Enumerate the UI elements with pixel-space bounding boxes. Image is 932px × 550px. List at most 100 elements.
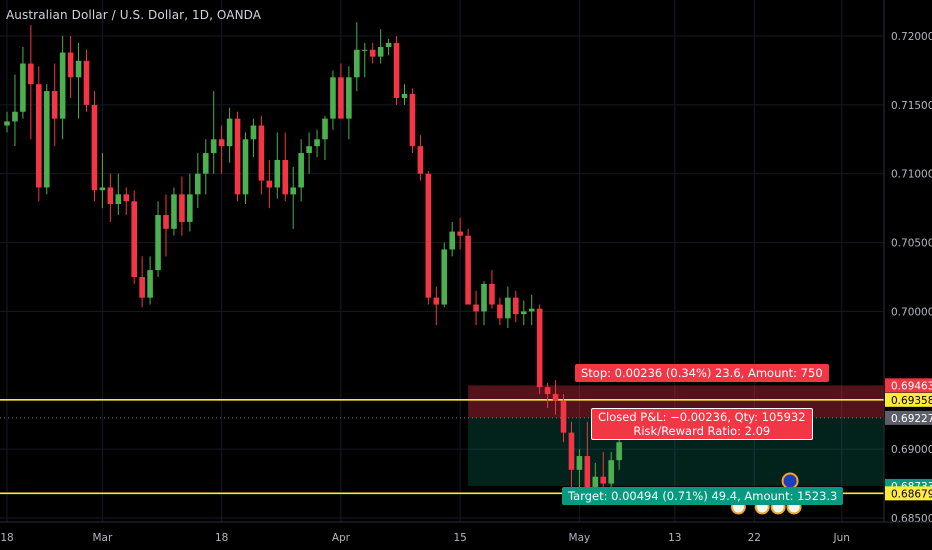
price-badge-label: 0.68679 bbox=[891, 488, 932, 500]
candle-body bbox=[12, 111, 18, 122]
candle-body bbox=[43, 91, 50, 188]
candle-body bbox=[608, 460, 614, 484]
candle-body bbox=[306, 146, 312, 154]
candle-body bbox=[274, 159, 281, 188]
candle-body bbox=[584, 456, 591, 491]
candle-body bbox=[513, 297, 519, 315]
x-tick-label: Mar bbox=[92, 532, 112, 544]
price-badge bbox=[885, 486, 932, 501]
candle-body bbox=[115, 194, 122, 205]
candle-body bbox=[520, 311, 527, 315]
candle-body bbox=[592, 476, 599, 491]
candle-body bbox=[489, 283, 495, 305]
candle-body bbox=[361, 49, 368, 51]
y-tick-label: 0.70500 bbox=[891, 238, 932, 250]
candle-body bbox=[202, 153, 209, 174]
candle-body bbox=[195, 173, 201, 195]
candle-body bbox=[441, 249, 448, 305]
candle-body bbox=[258, 125, 265, 181]
candle-body bbox=[83, 60, 90, 105]
candle-body bbox=[409, 93, 416, 147]
x-tick-label: 15 bbox=[453, 532, 466, 544]
candle-body bbox=[449, 231, 455, 250]
candle-body bbox=[123, 194, 130, 202]
price-badge-label: 0.69463 bbox=[891, 380, 932, 392]
candle-body bbox=[560, 400, 567, 433]
risk-reward-text: Risk/Reward Ratio: 2.09 bbox=[633, 424, 771, 438]
candle-body bbox=[465, 235, 471, 305]
candle-body bbox=[433, 297, 440, 305]
price-badge-label: 0.69358 bbox=[891, 395, 932, 407]
candle-body bbox=[131, 201, 137, 277]
y-tick-label: 0.70000 bbox=[891, 306, 932, 318]
price-badge bbox=[885, 378, 932, 393]
candle-body bbox=[139, 277, 145, 298]
candle-body bbox=[497, 304, 503, 319]
candle-body bbox=[282, 159, 289, 195]
price-badge bbox=[885, 410, 932, 425]
candle-body bbox=[171, 194, 177, 229]
candle-body bbox=[552, 394, 559, 401]
candle-body bbox=[234, 118, 241, 195]
candle-body bbox=[385, 42, 392, 48]
candle-body bbox=[99, 187, 106, 191]
candle-body bbox=[210, 139, 217, 154]
candle-body bbox=[393, 42, 400, 98]
candle-body bbox=[417, 146, 424, 174]
chart-title: Australian Dollar / U.S. Dollar, 1D, OAN… bbox=[6, 8, 262, 22]
candle-body bbox=[346, 77, 352, 119]
candle-body bbox=[330, 77, 336, 119]
candle-body bbox=[314, 139, 320, 147]
candle-body bbox=[354, 49, 360, 78]
candle-body bbox=[576, 456, 583, 470]
candle-body bbox=[322, 118, 328, 140]
y-tick-label: 0.71000 bbox=[891, 169, 932, 181]
price-badge bbox=[885, 392, 932, 407]
stop-label[interactable]: Stop: 0.00236 (0.34%) 23.6, Amount: 750 bbox=[575, 364, 829, 382]
x-tick-label: Apr bbox=[332, 532, 351, 544]
candle-body bbox=[290, 187, 296, 195]
price-axis-area bbox=[884, 0, 932, 550]
candle-body bbox=[369, 49, 376, 57]
candle-body bbox=[4, 121, 10, 126]
candle-body bbox=[457, 231, 463, 236]
x-tick-label: 13 bbox=[668, 532, 681, 544]
candle-body bbox=[473, 304, 479, 312]
x-tick-label: 18 bbox=[0, 532, 13, 544]
candle-body bbox=[163, 215, 169, 229]
closed-pnl-label[interactable]: Closed P&L: −0.00236, Qty: 105932 Risk/R… bbox=[591, 408, 813, 440]
candle-body bbox=[250, 125, 257, 140]
candle-body bbox=[20, 63, 26, 112]
candle-body bbox=[401, 93, 408, 98]
candle-body bbox=[147, 270, 153, 298]
candle-body bbox=[91, 104, 98, 191]
candle-body bbox=[481, 283, 487, 312]
price-badge-label: 0.69227 bbox=[891, 413, 932, 425]
candle-body bbox=[568, 432, 575, 470]
candle-body bbox=[179, 194, 185, 222]
candle-body bbox=[187, 194, 193, 222]
candle-body bbox=[75, 60, 82, 78]
x-tick-label: 22 bbox=[748, 532, 761, 544]
candle-body bbox=[67, 52, 74, 78]
candle-body bbox=[36, 84, 42, 188]
x-tick-label: May bbox=[569, 532, 591, 544]
candle-body bbox=[298, 153, 304, 188]
candle-body bbox=[616, 442, 622, 461]
x-tick-label: 18 bbox=[215, 532, 228, 544]
candle-body bbox=[226, 118, 233, 147]
candle-body bbox=[377, 47, 384, 57]
candle-body bbox=[600, 476, 607, 484]
y-tick-label: 0.71500 bbox=[891, 100, 932, 112]
time-axis-area bbox=[0, 522, 932, 550]
x-tick-label: Jun bbox=[833, 532, 850, 544]
candle-body bbox=[536, 308, 543, 388]
candle-body bbox=[266, 180, 273, 188]
candle-body bbox=[505, 297, 511, 319]
y-tick-label: 0.72000 bbox=[891, 31, 932, 43]
candle-body bbox=[155, 215, 161, 271]
candle-body bbox=[338, 77, 344, 119]
target-label[interactable]: Target: 0.00494 (0.71%) 49.4, Amount: 15… bbox=[562, 487, 844, 505]
